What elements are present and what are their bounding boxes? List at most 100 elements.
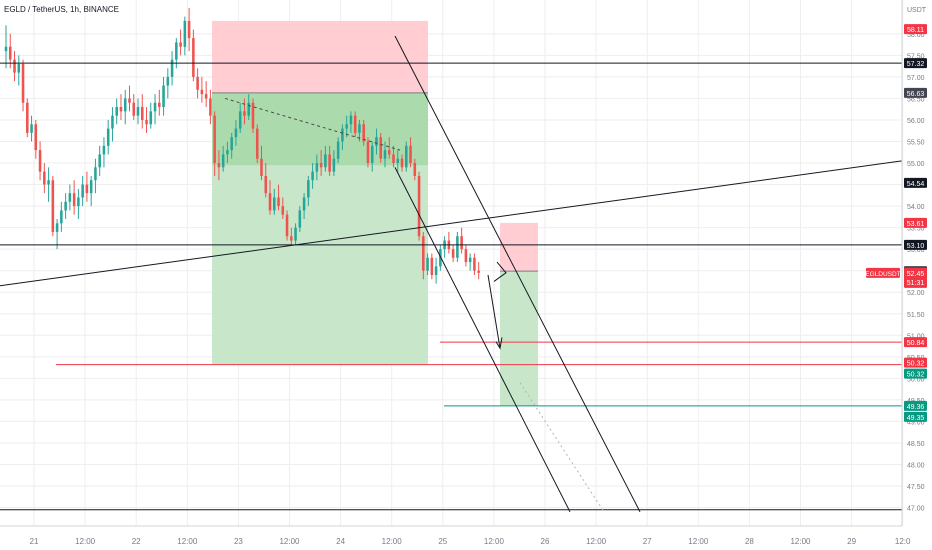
candle-body bbox=[111, 115, 114, 129]
x-tick-label: 12:00 bbox=[75, 537, 96, 546]
candle-body bbox=[94, 167, 97, 181]
candle-body bbox=[98, 154, 101, 168]
x-tick-label: 21 bbox=[30, 537, 39, 546]
candle-body bbox=[417, 175, 421, 237]
candle-body bbox=[8, 46, 12, 60]
channel-projection-dashed bbox=[519, 382, 605, 513]
currency-label: USDT bbox=[907, 7, 927, 14]
price-label-bg bbox=[904, 58, 927, 69]
candle-body bbox=[426, 257, 429, 271]
candle-body bbox=[43, 171, 46, 185]
y-tick-label: 55.50 bbox=[907, 139, 925, 146]
candle-body bbox=[268, 193, 272, 211]
candle-body bbox=[392, 154, 395, 164]
candle-body bbox=[332, 158, 336, 172]
dashed-trend bbox=[224, 97, 401, 151]
grid-lines bbox=[0, 0, 904, 526]
price-label: 50.32 bbox=[907, 372, 925, 379]
price-label-bg bbox=[904, 368, 927, 379]
drawing-lines bbox=[0, 35, 903, 513]
candle-body bbox=[106, 128, 110, 146]
candle-body bbox=[324, 154, 327, 168]
y-tick-label: 57.50 bbox=[907, 53, 925, 60]
candle-body bbox=[166, 76, 170, 86]
countdown: 51:31 bbox=[907, 280, 925, 287]
candle-body bbox=[209, 98, 212, 116]
candle-body bbox=[255, 128, 259, 159]
price-label-bg bbox=[904, 24, 927, 35]
candle-body bbox=[213, 115, 216, 164]
candle-body bbox=[123, 98, 127, 112]
candle-body bbox=[17, 63, 21, 73]
y-tick-label: 56.00 bbox=[907, 118, 925, 125]
candle-body bbox=[315, 163, 319, 172]
candle-body bbox=[464, 249, 468, 263]
candle-body bbox=[405, 145, 408, 168]
candle-body bbox=[81, 184, 84, 198]
candle-body bbox=[230, 137, 233, 151]
candle-body bbox=[21, 63, 25, 103]
projection-arrow-head bbox=[495, 337, 503, 350]
chart-title: EGLD / TetherUS, 1h, BINANCE bbox=[4, 5, 119, 14]
candle-body bbox=[89, 180, 93, 194]
x-tick-label: 12:00 bbox=[279, 537, 300, 546]
candle-body bbox=[353, 115, 357, 133]
price-label-bg bbox=[904, 400, 927, 411]
candle-body bbox=[170, 59, 174, 77]
x-tick-label: 23 bbox=[234, 537, 243, 546]
y-tick-label: 58.00 bbox=[907, 32, 925, 39]
candle-body bbox=[175, 42, 178, 60]
candle-body bbox=[136, 107, 140, 116]
x-tick-label: 26 bbox=[541, 537, 550, 546]
x-tick-label: 12:00 bbox=[382, 537, 403, 546]
x-tick-label: 12:00 bbox=[586, 537, 607, 546]
stop-zone-1 bbox=[212, 20, 428, 93]
price-label-bg bbox=[904, 239, 927, 250]
candle-body bbox=[183, 20, 187, 47]
profit-zone-2 bbox=[500, 271, 538, 406]
candle-body bbox=[302, 197, 306, 211]
price-label: 50.32 bbox=[907, 361, 925, 368]
candle-body bbox=[272, 197, 276, 211]
candle-body bbox=[153, 102, 157, 112]
candle-body bbox=[64, 201, 67, 211]
candle-body bbox=[468, 257, 472, 263]
price-label-bg bbox=[904, 217, 927, 228]
candle-body bbox=[375, 137, 378, 146]
candle-body bbox=[72, 193, 76, 207]
candle-body bbox=[473, 257, 476, 271]
candle-body bbox=[102, 145, 106, 155]
symbol-tag-bg bbox=[866, 267, 900, 278]
channel-line-lower bbox=[394, 167, 571, 513]
price-label: 53.10 bbox=[907, 243, 925, 250]
candle-body bbox=[281, 206, 285, 215]
candle-body bbox=[85, 184, 89, 194]
candle-body bbox=[132, 102, 136, 116]
price-label-bg bbox=[904, 87, 927, 98]
candle-body bbox=[247, 102, 251, 116]
candle-body bbox=[264, 175, 268, 194]
x-tick-label: 12:00 bbox=[790, 537, 811, 546]
current-price-bg bbox=[904, 267, 927, 288]
candle-body bbox=[319, 163, 323, 168]
price-label: 49.35 bbox=[907, 415, 925, 422]
candle-body bbox=[430, 257, 434, 275]
candle-body bbox=[68, 193, 72, 202]
y-tick-label: 53.00 bbox=[907, 247, 925, 254]
candle-body bbox=[30, 124, 33, 133]
price-label: 56.63 bbox=[907, 91, 925, 98]
candle-body bbox=[422, 236, 425, 271]
projection-arrow-line bbox=[487, 274, 501, 349]
candle-body bbox=[51, 180, 55, 232]
candle-body bbox=[77, 197, 80, 207]
candle-body bbox=[400, 158, 404, 168]
x-tick-label: 22 bbox=[132, 537, 141, 546]
candle-body bbox=[187, 20, 191, 39]
price-label-bg bbox=[904, 357, 927, 368]
candle-body bbox=[290, 236, 293, 241]
symbol-tag: EGLDUSDT bbox=[865, 271, 900, 278]
candle-body bbox=[341, 128, 344, 142]
candle-body bbox=[4, 46, 8, 52]
x-tick-label: 24 bbox=[336, 537, 345, 546]
